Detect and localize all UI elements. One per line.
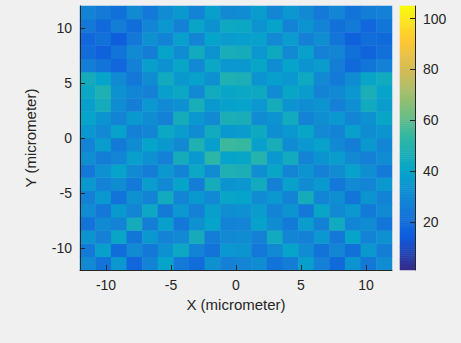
svg-text:X (micrometer): X (micrometer)	[186, 296, 285, 313]
svg-text:60: 60	[423, 112, 439, 128]
svg-text:80: 80	[423, 61, 439, 77]
svg-text:40: 40	[423, 163, 439, 179]
svg-text:5: 5	[64, 75, 72, 91]
svg-text:10: 10	[56, 20, 72, 36]
svg-text:-5: -5	[165, 277, 178, 293]
svg-text:Y (micrometer): Y (micrometer)	[22, 89, 39, 188]
svg-text:-10: -10	[96, 277, 116, 293]
svg-text:5: 5	[297, 277, 305, 293]
svg-text:100: 100	[423, 11, 447, 27]
svg-text:20: 20	[423, 214, 439, 230]
svg-text:-5: -5	[60, 185, 73, 201]
svg-text:0: 0	[232, 277, 240, 293]
svg-text:10: 10	[358, 277, 374, 293]
svg-text:-10: -10	[52, 240, 72, 256]
svg-text:0: 0	[64, 130, 72, 146]
